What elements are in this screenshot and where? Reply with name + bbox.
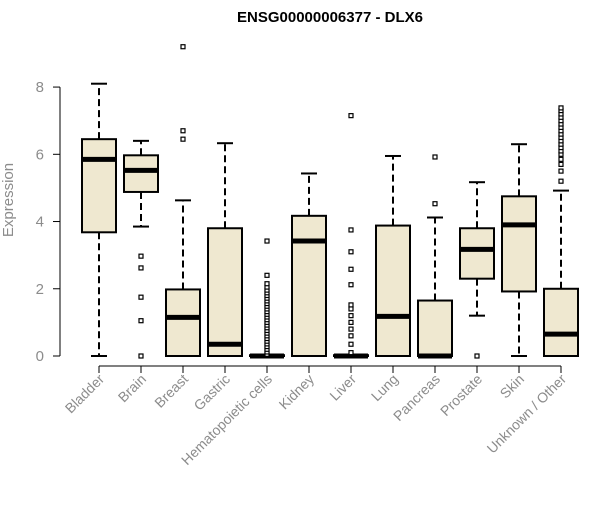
outlier-point xyxy=(138,318,144,324)
outlier-point xyxy=(558,105,564,111)
outlier-point xyxy=(348,350,354,356)
outlier-point xyxy=(348,302,354,308)
outlier-point xyxy=(138,253,144,259)
box-kidney xyxy=(291,172,327,357)
outlier-point xyxy=(348,227,354,233)
x-tick-label: Breast xyxy=(151,371,191,411)
box-unknown-other xyxy=(543,105,579,357)
iqr-box xyxy=(375,224,411,357)
outlier-point xyxy=(348,282,354,288)
outlier-point xyxy=(138,353,144,359)
outlier-point xyxy=(348,266,354,272)
iqr-box xyxy=(459,227,495,280)
iqr-box xyxy=(291,214,327,357)
outlier-point xyxy=(432,154,438,160)
y-tick-label: 8 xyxy=(36,79,44,96)
outlier-point xyxy=(474,353,480,359)
iqr-box xyxy=(417,299,453,358)
outlier-point xyxy=(138,265,144,271)
x-tick-label: Lung xyxy=(368,371,401,404)
x-tick-label: Pancreas xyxy=(390,371,443,424)
outlier-point xyxy=(558,161,564,167)
iqr-box xyxy=(123,154,159,193)
box-hematopoietic-cells xyxy=(249,238,285,359)
outlier-point xyxy=(558,168,564,174)
outlier-point xyxy=(558,178,564,184)
y-tick-label: 4 xyxy=(36,214,44,231)
x-tick-label: Liver xyxy=(326,371,359,404)
box-lung xyxy=(375,154,411,357)
outlier-point xyxy=(348,333,354,339)
x-tick-label: Unknown / Other xyxy=(484,371,570,457)
box-bladder xyxy=(81,82,117,357)
outlier-point xyxy=(558,156,564,162)
outlier-point xyxy=(348,249,354,255)
iqr-box xyxy=(81,138,117,234)
outlier-point xyxy=(180,136,186,142)
outlier-point xyxy=(180,128,186,134)
iqr-box xyxy=(543,287,579,357)
box-pancreas xyxy=(417,154,453,359)
y-tick-label: 2 xyxy=(36,281,44,298)
outlier-point xyxy=(348,319,354,325)
box-prostate xyxy=(459,181,495,359)
iqr-box xyxy=(501,195,537,293)
outlier-point xyxy=(348,313,354,319)
box-gastric xyxy=(207,142,243,358)
iqr-box xyxy=(207,227,243,358)
x-tick-label: Brain xyxy=(115,371,149,405)
outlier-point xyxy=(348,341,354,347)
y-tick-label: 6 xyxy=(36,146,44,163)
x-tick-label: Skin xyxy=(497,371,528,402)
outlier-point xyxy=(264,272,270,278)
box-liver xyxy=(333,113,369,359)
box-skin xyxy=(501,143,537,357)
box-breast xyxy=(165,44,201,357)
y-axis-label: Expression xyxy=(0,163,17,237)
boxes xyxy=(81,44,579,359)
outlier-point xyxy=(264,281,270,287)
iqr-box xyxy=(165,288,201,357)
y-tick-label: 0 xyxy=(36,348,44,365)
outlier-point xyxy=(180,44,186,50)
box-brain xyxy=(123,139,159,359)
x-tick-label: Prostate xyxy=(437,371,485,419)
outlier-point xyxy=(348,306,354,312)
x-tick-label: Bladder xyxy=(62,371,108,417)
outlier-point xyxy=(348,113,354,119)
y-axis: 0 2 4 6 8 xyxy=(36,79,61,365)
outlier-point xyxy=(264,238,270,244)
x-tick-label: Kidney xyxy=(276,371,318,413)
outlier-point xyxy=(138,294,144,300)
outlier-point xyxy=(432,201,438,207)
outlier-point xyxy=(348,326,354,332)
chart-title: ENSG00000006377 - DLX6 xyxy=(237,9,423,26)
